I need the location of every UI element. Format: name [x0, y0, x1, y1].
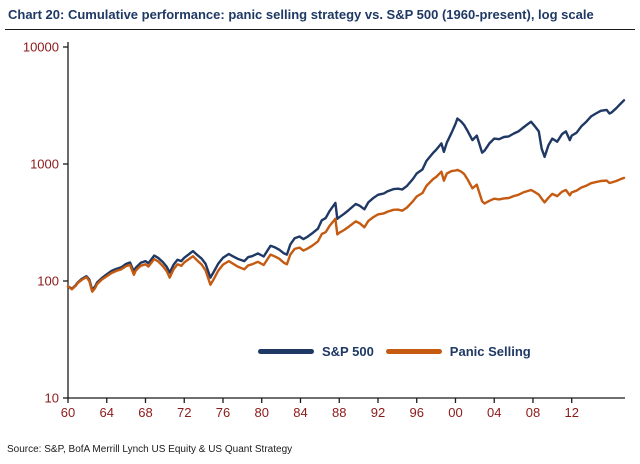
x-tick-label: 88 — [332, 405, 346, 420]
legend-label-sp500: S&P 500 — [322, 344, 374, 359]
chart-title: Chart 20: Cumulative performance: panic … — [8, 7, 594, 22]
y-tick-label: 10 — [45, 391, 59, 406]
legend: S&P 500 Panic Selling — [258, 344, 531, 359]
title-divider — [5, 29, 635, 30]
x-tick-label: 64 — [100, 405, 114, 420]
y-tick-label: 100 — [37, 274, 59, 289]
legend-label-panic-selling: Panic Selling — [449, 344, 531, 359]
legend-entry-panic-selling: Panic Selling — [385, 344, 531, 359]
series-line-s-p-500 — [66, 99, 626, 292]
legend-swatch-sp500 — [258, 349, 314, 354]
x-tick-label: 04 — [487, 405, 501, 420]
x-tick-label: 92 — [371, 405, 385, 420]
legend-entry-sp500: S&P 500 — [258, 344, 374, 359]
x-tick-label: 76 — [216, 405, 230, 420]
y-tick-label: 1000 — [30, 157, 59, 172]
x-tick-label: 96 — [409, 405, 423, 420]
x-tick-label: 80 — [255, 405, 269, 420]
x-tick-label: 72 — [177, 405, 191, 420]
x-tick-label: 84 — [293, 405, 307, 420]
x-tick-label: 08 — [526, 405, 540, 420]
series-line-panic-selling — [66, 168, 626, 293]
x-tick-label: 60 — [61, 405, 75, 420]
source-note: Source: S&P, BofA Merrill Lynch US Equit… — [7, 444, 293, 455]
legend-swatch-panic-selling — [385, 349, 442, 354]
y-tick-label: 10000 — [23, 40, 59, 55]
x-tick-label: 68 — [138, 405, 152, 420]
x-tick-label: 12 — [564, 405, 578, 420]
x-tick-label: 00 — [448, 405, 462, 420]
